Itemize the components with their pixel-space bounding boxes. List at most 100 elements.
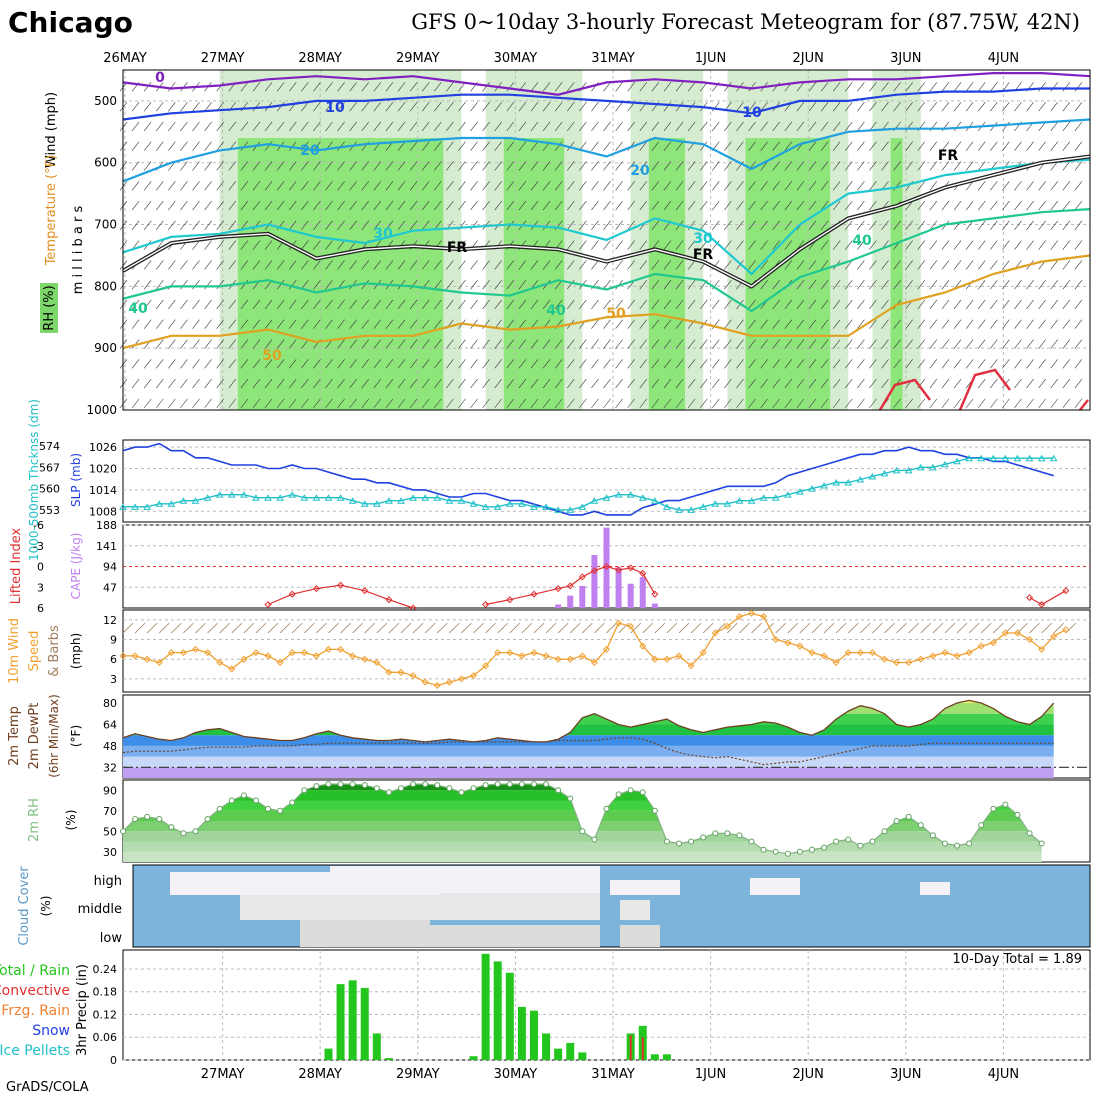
upper-wind-barb <box>796 181 805 191</box>
upper-wind-barb <box>808 398 817 409</box>
upper-wind-barb <box>724 339 732 349</box>
upper-wind-barb <box>168 398 176 409</box>
upper-wind-barb <box>434 101 442 112</box>
slp-tick: 1026 <box>89 441 117 454</box>
upper-wind-barb <box>953 398 962 409</box>
top-date-label: 30MAY <box>494 51 538 66</box>
upper-wind-barb <box>385 181 394 191</box>
temp-label-3: (6hr Min/Max) <box>47 694 61 778</box>
thickness-marker <box>348 497 357 504</box>
upper-air-frame <box>122 69 1091 411</box>
cape-bar <box>651 603 658 608</box>
upper-wind-barb <box>808 161 817 171</box>
upper-wind-barb <box>687 299 696 310</box>
upper-wind-barb <box>385 339 394 349</box>
wind-barb <box>545 622 557 634</box>
upper-wind-barb <box>990 220 998 231</box>
upper-wind-barb <box>397 398 406 409</box>
upper-wind-barb <box>917 200 926 211</box>
upper-wind-barb <box>470 101 478 112</box>
upper-wind-barb <box>216 339 224 349</box>
upper-wind-barb <box>784 398 793 409</box>
upper-wind-barb <box>1014 319 1022 329</box>
upper-wind-barb <box>965 82 974 92</box>
upper-wind-barb <box>772 319 780 329</box>
upper-wind-barb <box>458 121 466 132</box>
precip-bar <box>469 1056 478 1060</box>
upper-wind-barb <box>337 319 345 329</box>
slp-tick: 1014 <box>89 484 117 497</box>
rh-marker <box>712 830 719 837</box>
upper-wind-barb <box>252 101 261 112</box>
wind-barb <box>376 622 388 634</box>
wind-barb <box>316 622 327 634</box>
upper-wind-barb <box>264 319 273 329</box>
upper-wind-barb <box>953 200 962 211</box>
upper-wind-barb <box>917 339 926 349</box>
upper-wind-barb <box>506 279 515 290</box>
upper-wind-barb <box>216 319 224 329</box>
upper-wind-barb <box>397 82 406 92</box>
upper-wind-barb <box>663 161 672 171</box>
cloud-tick-low: low <box>100 931 123 946</box>
upper-wind-barb <box>603 299 611 310</box>
upper-wind-barb <box>180 279 188 290</box>
upper-wind-barb <box>917 161 926 171</box>
wind-barb <box>763 622 774 634</box>
upper-wind-barb <box>881 319 889 329</box>
upper-wind-barb <box>276 359 285 369</box>
upper-wind-barb <box>446 378 454 389</box>
upper-wind-barb <box>470 181 478 191</box>
upper-wind-barb <box>675 141 684 151</box>
rh-marker <box>881 828 888 835</box>
wind-barb <box>183 622 194 634</box>
upper-wind-barb <box>434 141 442 151</box>
upper-wind-barb <box>579 101 587 112</box>
li-marker <box>385 596 393 604</box>
upper-wind-barb <box>349 339 357 349</box>
thickness-marker <box>518 500 526 507</box>
upper-wind-barb <box>772 181 780 191</box>
upper-wind-barb <box>917 82 926 92</box>
thickness-marker <box>312 494 321 501</box>
upper-wind-barb <box>917 181 926 191</box>
upper-wind-barb <box>1002 398 1010 409</box>
wind-marker <box>312 652 320 660</box>
upper-wind-barb <box>724 121 732 132</box>
wind-barb <box>231 622 243 634</box>
rh-marker <box>1038 840 1045 847</box>
contour-label: 40 <box>128 301 148 317</box>
upper-wind-barb <box>554 82 563 92</box>
upper-wind-barb <box>470 200 478 211</box>
thickness-tick: 553 <box>39 504 60 517</box>
upper-wind-barb <box>977 101 986 112</box>
upper-wind-barb <box>240 299 249 310</box>
upper-wind-barb <box>603 359 611 369</box>
wind-marker <box>300 649 308 657</box>
upper-wind-barb <box>458 339 466 349</box>
wind-marker <box>784 639 792 647</box>
upper-wind-barb <box>518 101 527 112</box>
wind-marker <box>397 668 405 676</box>
upper-wind-barb <box>434 319 442 329</box>
contour-label: FR <box>938 148 959 164</box>
upper-wind-barb <box>361 82 369 92</box>
upper-wind-barb <box>325 82 333 92</box>
li-label: Lifted Index <box>9 527 24 604</box>
wind-marker <box>699 649 707 657</box>
rh-marker <box>252 797 259 804</box>
rh-marker <box>530 781 537 788</box>
rh-marker <box>337 781 344 788</box>
upper-wind-barb <box>615 200 623 211</box>
thickness-marker <box>385 497 393 504</box>
upper-wind-barb <box>494 101 502 112</box>
upper-wind-barb <box>977 141 986 151</box>
upper-wind-barb <box>857 82 865 92</box>
upper-wind-barb <box>784 319 793 329</box>
temp-axis-label: (°F) <box>69 725 83 747</box>
thickness-marker <box>397 497 405 504</box>
upper-wind-barb <box>687 279 696 290</box>
upper-wind-barb <box>131 378 140 389</box>
upper-wind-barb <box>288 82 297 92</box>
upper-wind-barb <box>917 220 926 231</box>
